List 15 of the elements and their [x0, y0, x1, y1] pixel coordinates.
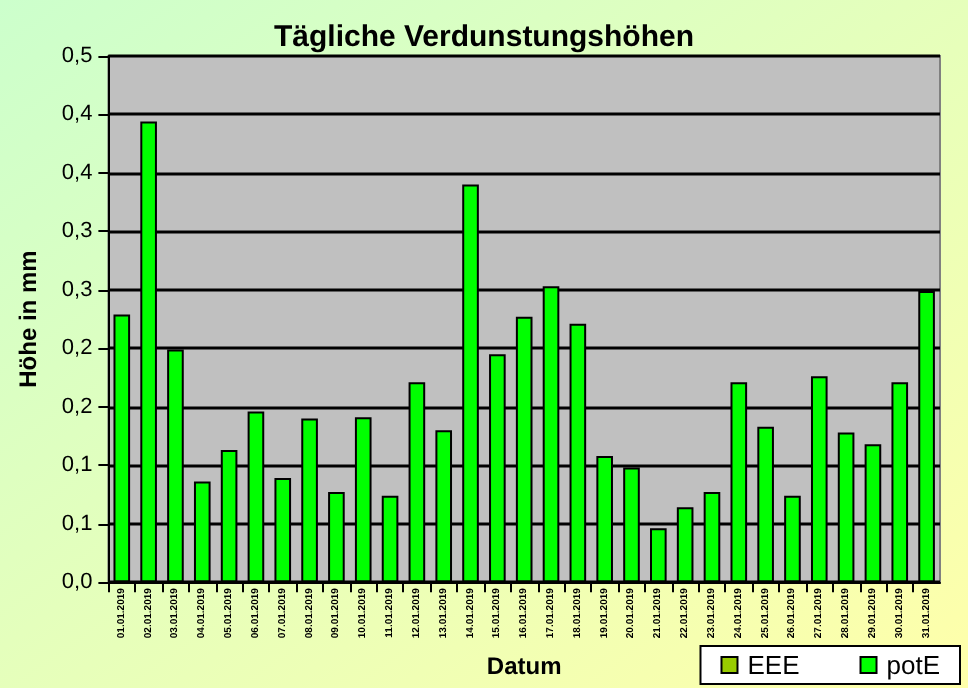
y-tick-label: 0,2 — [61, 394, 93, 419]
y-tick-label: 0,5 — [61, 44, 93, 68]
y-tick-label: 0,4 — [61, 102, 93, 127]
y-tick-label: 0,4 — [61, 160, 93, 185]
y-axis-title: Höhe in mm — [14, 250, 42, 388]
y-tick-label: 0,3 — [61, 277, 93, 302]
y-tick-label: 0,2 — [61, 336, 93, 361]
y-tick-label: 0,1 — [61, 453, 93, 478]
x-axis-title: Datum — [486, 652, 562, 680]
chart-title: Tägliche Verdunstungshöhen — [273, 20, 695, 54]
legend-label: EEE — [747, 650, 801, 680]
legend-label: potE — [886, 650, 941, 680]
y-tick-label: 0,0 — [61, 570, 93, 595]
y-tick-label: 0,3 — [61, 219, 93, 244]
y-tick-label: 0,1 — [61, 511, 93, 536]
